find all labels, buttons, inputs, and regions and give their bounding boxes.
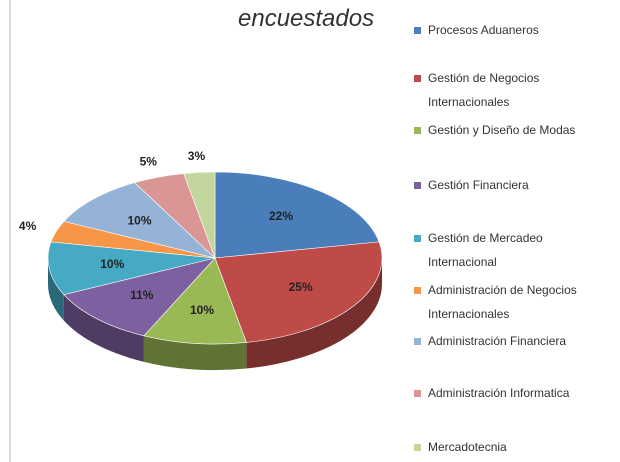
slice: [143, 257, 247, 345]
legend-label: Gestión y Diseño de Modas: [428, 123, 576, 137]
slice: [47, 241, 216, 295]
data-label: 3%: [188, 149, 206, 163]
legend-item: Gestión Financiera: [414, 173, 614, 197]
data-label: 10%: [100, 257, 124, 271]
legend-label: Gestión Financiera: [428, 178, 529, 192]
legend-label: Administración Financiera: [428, 334, 567, 348]
legend-swatch: [414, 390, 421, 397]
legend-label: Administración Informatica: [428, 386, 570, 400]
slice: [63, 182, 217, 259]
data-label: 10%: [190, 303, 214, 317]
legend-swatch: [414, 287, 421, 294]
legend-swatch: [414, 182, 421, 189]
legend-item: Gestión y Diseño de Modas: [414, 118, 614, 142]
data-label: 11%: [130, 288, 154, 302]
legend-item: Mercadotecnia: [414, 435, 614, 459]
data-label: 4%: [19, 219, 37, 233]
slice-side: [48, 258, 64, 321]
slice: [183, 171, 216, 259]
legend-label: Administración de Negocios Internacional…: [428, 283, 577, 321]
legend-label: Procesos Aduaneros: [428, 23, 539, 37]
legend-item: Gestión de Mercadeo Internacional: [414, 226, 614, 274]
legend-item: Administración de Negocios Internacional…: [414, 278, 614, 326]
legend-swatch: [414, 444, 421, 451]
legend-label: Gestión de Negocios Internacionales: [428, 71, 540, 109]
legend-label: Gestión de Mercadeo Internacional: [428, 231, 543, 269]
legend-label: Mercadotecnia: [428, 440, 507, 454]
legend-item: Administración Informatica: [414, 381, 614, 405]
legend-swatch: [414, 27, 421, 34]
data-label: 25%: [289, 280, 313, 294]
data-label: 22%: [269, 209, 293, 223]
slice: [214, 171, 380, 259]
slice: [63, 257, 216, 337]
legend-item: Gestión de Negocios Internacionales: [414, 66, 614, 114]
data-label: 10%: [128, 214, 152, 228]
legend-item: Administración Financiera: [414, 329, 614, 353]
legend-swatch: [414, 235, 421, 242]
legend-item: Procesos Aduaneros: [414, 18, 614, 42]
slice: [214, 241, 383, 343]
legend-swatch: [414, 338, 421, 345]
data-label: 5%: [140, 155, 158, 169]
chart-title: encuestados: [238, 5, 374, 32]
legend-swatch: [414, 127, 421, 134]
slice-side: [143, 335, 247, 371]
slice-side: [246, 258, 383, 369]
legend-swatch: [414, 75, 421, 82]
